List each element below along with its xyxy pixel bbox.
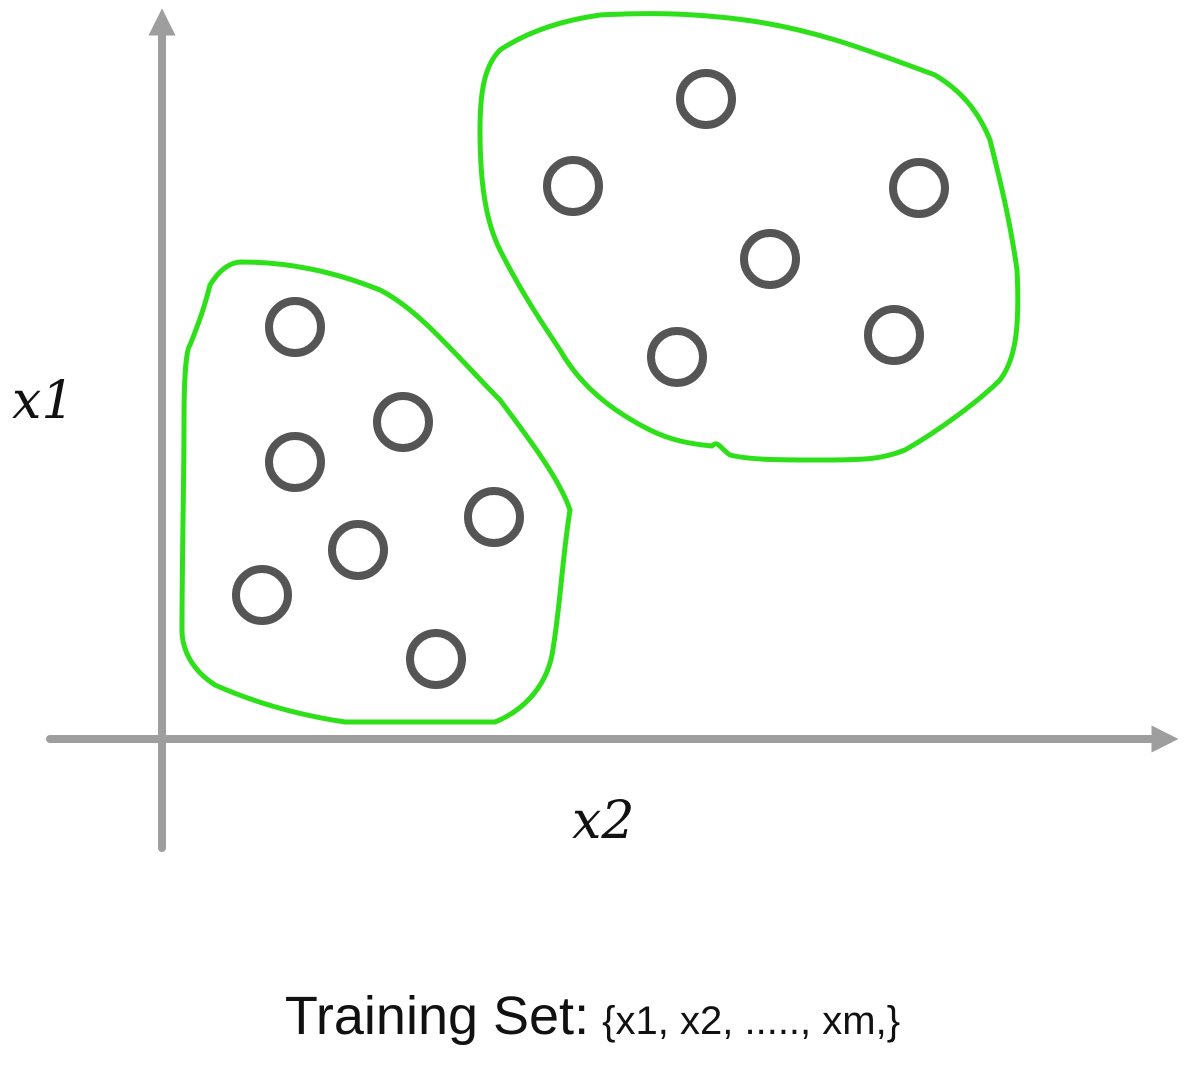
data-point: [269, 436, 321, 488]
y-axis-label: x1: [12, 371, 74, 431]
data-point: [468, 491, 520, 543]
data-point: [680, 73, 732, 125]
training-set-label: Training Set:: [285, 986, 589, 1046]
data-point: [269, 301, 321, 353]
training-set-caption: Training Set: {x1, x2, ....., xm,}: [0, 985, 1185, 1047]
training-set-values: {x1, x2, ....., xm,}: [602, 999, 900, 1043]
data-point: [236, 569, 288, 621]
cluster-outline-lower-left: [182, 262, 570, 722]
data-point: [744, 233, 796, 285]
data-point: [332, 524, 384, 576]
data-point: [410, 633, 462, 685]
data-point: [377, 396, 429, 448]
data-point: [868, 309, 920, 361]
data-point: [651, 331, 703, 383]
x-axis-label: x2: [572, 791, 634, 851]
cluster-outline-upper-right: [480, 14, 1018, 460]
data-point: [893, 162, 945, 214]
data-point: [547, 160, 599, 212]
